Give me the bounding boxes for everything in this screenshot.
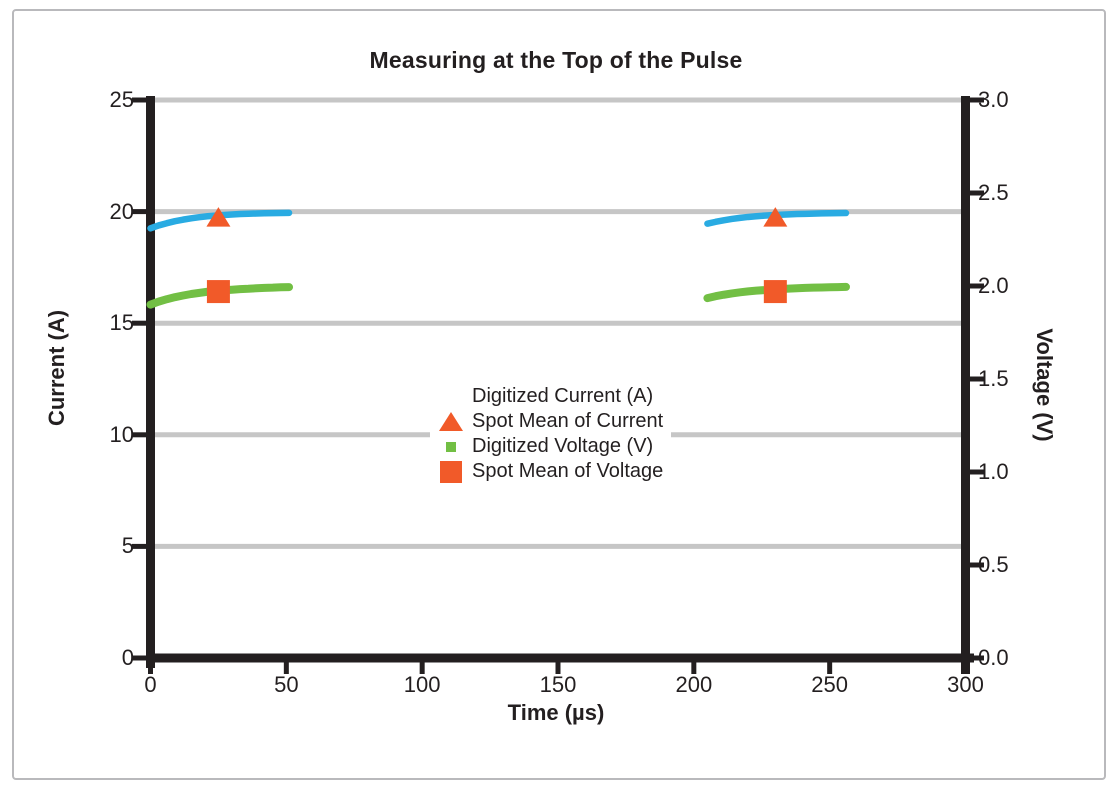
voltage-tick-label: 0.0 xyxy=(978,645,1009,670)
current-tick-label: 20 xyxy=(109,198,134,224)
time-axis-tick xyxy=(555,662,561,674)
voltage-axis-title: Voltage (V) xyxy=(1032,328,1057,442)
time-axis-tick xyxy=(419,662,425,674)
voltage-axis-tick xyxy=(970,283,984,289)
time-tick-label: 0 xyxy=(144,672,157,697)
time-tick-label: 250 xyxy=(811,672,849,697)
square-large-icon xyxy=(430,460,472,483)
current-axis-tick xyxy=(132,209,146,215)
legend-label: Digitized Current (A) xyxy=(472,385,654,407)
current-axis-tick xyxy=(132,97,146,103)
current-axis-tick xyxy=(132,432,146,438)
voltage-tick-label: 2.0 xyxy=(978,273,1009,298)
legend-label: Digitized Voltage (V) xyxy=(472,435,654,457)
voltage-axis-tick xyxy=(970,97,984,103)
time-tick-label: 150 xyxy=(539,672,577,697)
legend: Digitized Current (A) Spot Mean of Curren… xyxy=(430,382,672,486)
spot-mean-current-marker xyxy=(206,207,231,227)
voltage-axis-tick xyxy=(970,190,984,196)
voltage-axis-tick xyxy=(970,376,984,382)
legend-label: Spot Mean of Current xyxy=(472,410,664,432)
time-axis-tick xyxy=(148,662,153,674)
current-axis-line xyxy=(146,96,155,668)
voltage-tick-label: 0.5 xyxy=(978,552,1009,577)
legend-label: Spot Mean of Voltage xyxy=(472,460,664,482)
legend-item: Digitized Voltage (V) xyxy=(430,434,663,459)
triangle-icon xyxy=(430,412,472,431)
current-axis-title: Current (A) xyxy=(44,309,69,427)
current-axis-tick xyxy=(132,655,146,661)
voltage-axis-tick xyxy=(970,562,984,568)
spot-mean-voltage-marker xyxy=(763,280,787,304)
time-tick-label: 50 xyxy=(274,672,299,697)
legend-item: Spot Mean of Current xyxy=(430,409,663,434)
time-axis-tick xyxy=(963,662,968,674)
spot-mean-current-marker xyxy=(763,207,788,227)
time-axis-tick xyxy=(691,662,697,674)
triangle-glyph xyxy=(439,412,463,431)
time-axis-title: Time (µs) xyxy=(507,700,605,725)
time-tick-label: 200 xyxy=(675,672,713,697)
voltage-tick-label: 1.0 xyxy=(978,459,1009,484)
square-small-icon xyxy=(430,441,472,452)
time-axis-tick xyxy=(283,662,289,674)
voltage-axis-line xyxy=(961,96,970,674)
current-tick-label: 25 xyxy=(109,87,134,112)
legend-item: Digitized Current (A) xyxy=(430,384,663,409)
voltage-axis-tick xyxy=(970,469,984,475)
current-axis-tick xyxy=(132,320,146,326)
current-tick-label: 5 xyxy=(121,533,134,559)
time-axis-tick xyxy=(827,662,833,674)
current-axis-tick xyxy=(132,543,146,549)
time-tick-label: 100 xyxy=(403,672,441,697)
voltage-tick-label: 3.0 xyxy=(978,87,1009,112)
current-tick-label: 10 xyxy=(109,421,134,447)
voltage-tick-label: 2.5 xyxy=(978,180,1009,205)
square-small-glyph xyxy=(446,441,456,452)
spot-mean-voltage-marker xyxy=(206,280,230,304)
time-axis-line xyxy=(146,653,974,663)
voltage-axis-tick xyxy=(970,655,984,661)
current-tick-label: 0 xyxy=(121,645,134,670)
chart-title: Measuring at the Top of the Pulse xyxy=(369,47,743,73)
legend-item: Spot Mean of Voltage xyxy=(430,459,663,484)
voltage-tick-label: 1.5 xyxy=(978,366,1009,391)
time-tick-label: 300 xyxy=(947,672,984,697)
square-large-glyph xyxy=(440,460,462,483)
current-tick-label: 15 xyxy=(109,310,134,336)
